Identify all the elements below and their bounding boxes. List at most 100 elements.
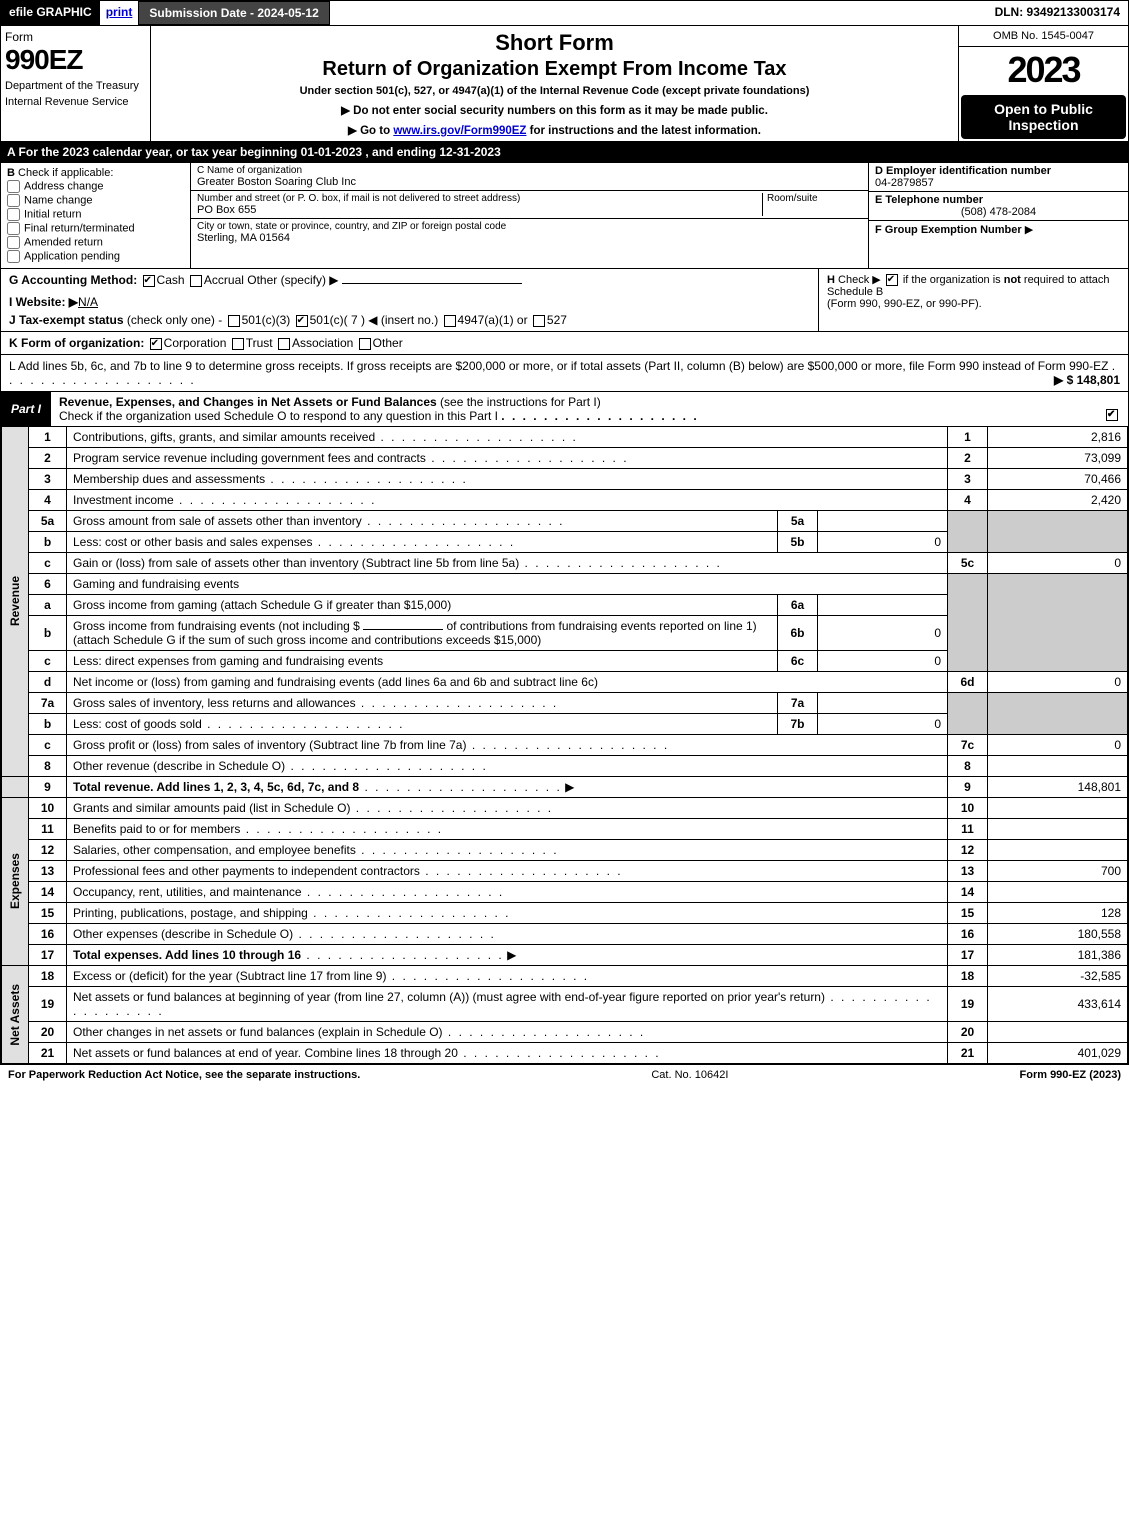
section-k: K Form of organization: Corporation Trus… <box>1 332 1128 355</box>
city-label: City or town, state or province, country… <box>197 221 862 232</box>
subtitle: Under section 501(c), 527, or 4947(a)(1)… <box>159 85 950 97</box>
g-other: Other (specify) ▶ <box>247 273 338 287</box>
chk-accrual[interactable] <box>190 275 202 287</box>
chk-527[interactable] <box>533 315 545 327</box>
chk-4947[interactable] <box>444 315 456 327</box>
h-not: not <box>1004 274 1021 286</box>
form-word: Form <box>5 30 146 44</box>
chk-schedule-o[interactable] <box>1106 409 1118 421</box>
d-label: D Employer identification number <box>875 165 1122 177</box>
city-value: Sterling, MA 01564 <box>197 232 862 244</box>
chk-association[interactable] <box>278 338 290 350</box>
line-18: Net Assets 18Excess or (deficit) for the… <box>2 966 1128 987</box>
footer-left: For Paperwork Reduction Act Notice, see … <box>8 1069 360 1081</box>
instruct-goto: ▶ Go to www.irs.gov/Form990EZ for instru… <box>159 123 950 137</box>
l-amount: ▶ $ 148,801 <box>1054 373 1120 387</box>
g-label: G Accounting Method: <box>9 273 137 287</box>
line-19: 19Net assets or fund balances at beginni… <box>2 987 1128 1022</box>
j-label: J Tax-exempt status <box>9 313 124 327</box>
line-16: 16Other expenses (describe in Schedule O… <box>2 924 1128 945</box>
room-label: Room/suite <box>767 193 862 204</box>
section-g: G Accounting Method: Cash Accrual Other … <box>1 269 818 331</box>
j-small: (check only one) - <box>127 313 222 327</box>
i-label: I Website: ▶ <box>9 295 78 309</box>
h-label: H <box>827 274 835 286</box>
chk-amended-return[interactable]: Amended return <box>7 236 184 249</box>
goto-pre: ▶ Go to <box>348 125 393 137</box>
line-6: 6Gaming and fundraising events <box>2 574 1128 595</box>
org-name: Greater Boston Soaring Club Inc <box>197 176 862 188</box>
ein-value: 04-2879857 <box>875 177 1122 189</box>
section-h: H Check ▶ if the organization is not req… <box>818 269 1128 331</box>
line-21: 21Net assets or fund balances at end of … <box>2 1043 1128 1064</box>
footer-mid: Cat. No. 10642I <box>360 1069 1019 1081</box>
line-5c: cGain or (loss) from sale of assets othe… <box>2 553 1128 574</box>
chk-application-pending[interactable]: Application pending <box>7 250 184 263</box>
chk-trust[interactable] <box>232 338 244 350</box>
part1-label: Part I <box>1 399 51 419</box>
dept-treasury: Department of the Treasury <box>5 80 146 92</box>
e-label: E Telephone number <box>875 194 1122 206</box>
street-row: Number and street (or P. O. box, if mail… <box>191 191 868 219</box>
chk-final-return[interactable]: Final return/terminated <box>7 222 184 235</box>
section-b: B Check if applicable: Address change Na… <box>1 163 191 268</box>
part1-check: Check if the organization used Schedule … <box>59 409 498 423</box>
line-17: 17Total expenses. Add lines 10 through 1… <box>2 945 1128 966</box>
chk-address-change[interactable]: Address change <box>7 180 184 193</box>
fundraising-amount-input[interactable] <box>363 629 443 630</box>
line-4: 4Investment income42,420 <box>2 490 1128 511</box>
street-value: PO Box 655 <box>197 204 762 216</box>
city-row: City or town, state or province, country… <box>191 219 868 246</box>
chk-initial-return[interactable]: Initial return <box>7 208 184 221</box>
name-label: C Name of organization <box>197 165 862 176</box>
line-12: 12Salaries, other compensation, and empl… <box>2 840 1128 861</box>
chk-501c3[interactable] <box>228 315 240 327</box>
l-text: L Add lines 5b, 6c, and 7b to line 9 to … <box>9 359 1108 373</box>
irs-link[interactable]: www.irs.gov/Form990EZ <box>393 125 526 137</box>
part1-table: Revenue 1Contributions, gifts, grants, a… <box>1 426 1128 1064</box>
b-letter: B <box>7 167 15 179</box>
form-number: 990EZ <box>5 44 146 76</box>
tax-year: 2023 <box>959 47 1128 93</box>
return-title: Return of Organization Exempt From Incom… <box>159 58 950 81</box>
expenses-label: Expenses <box>8 853 22 909</box>
section-l: L Add lines 5b, 6c, and 7b to line 9 to … <box>1 355 1128 392</box>
part1-title: Revenue, Expenses, and Changes in Net As… <box>51 392 1128 426</box>
print-link[interactable]: print <box>100 1 139 25</box>
h-text2: if the organization is <box>903 274 1004 286</box>
line-9: 9Total revenue. Add lines 1, 2, 3, 4, 5c… <box>2 777 1128 798</box>
other-specify-input[interactable] <box>342 283 522 284</box>
chk-other-org[interactable] <box>359 338 371 350</box>
line-20: 20Other changes in net assets or fund ba… <box>2 1022 1128 1043</box>
line-3: 3Membership dues and assessments370,466 <box>2 469 1128 490</box>
page-footer: For Paperwork Reduction Act Notice, see … <box>0 1065 1129 1085</box>
spacer <box>330 1 987 25</box>
line-10: Expenses 10Grants and similar amounts pa… <box>2 798 1128 819</box>
footer-right: Form 990-EZ (2023) <box>1020 1069 1122 1081</box>
top-bar: efile GRAPHIC print Submission Date - 20… <box>1 1 1128 26</box>
chk-cash[interactable] <box>143 275 155 287</box>
chk-name-change[interactable]: Name change <box>7 194 184 207</box>
line-7a: 7aGross sales of inventory, less returns… <box>2 693 1128 714</box>
submission-date: Submission Date - 2024-05-12 <box>138 1 329 25</box>
line-5a: 5aGross amount from sale of assets other… <box>2 511 1128 532</box>
website-value: N/A <box>78 295 98 309</box>
section-bcde: B Check if applicable: Address change Na… <box>1 163 1128 269</box>
k-label: K Form of organization: <box>9 336 144 350</box>
b-check-if: Check if applicable: <box>18 167 113 179</box>
org-name-row: C Name of organization Greater Boston So… <box>191 163 868 191</box>
line-6d: dNet income or (loss) from gaming and fu… <box>2 672 1128 693</box>
header-left: Form 990EZ Department of the Treasury In… <box>1 26 151 141</box>
omb-number: OMB No. 1545-0047 <box>959 26 1128 47</box>
chk-corporation[interactable] <box>150 338 162 350</box>
h-text4: (Form 990, 990-EZ, or 990-PF). <box>827 298 982 310</box>
section-de: D Employer identification number 04-2879… <box>868 163 1128 268</box>
line-13: 13Professional fees and other payments t… <box>2 861 1128 882</box>
chk-501c[interactable] <box>296 315 308 327</box>
phone-row: E Telephone number (508) 478-2084 <box>869 192 1128 221</box>
chk-sched-b[interactable] <box>886 274 898 286</box>
netassets-label: Net Assets <box>8 984 22 1046</box>
line-2: 2Program service revenue including gover… <box>2 448 1128 469</box>
group-exemption-row: F Group Exemption Number ▶ <box>869 221 1128 238</box>
form-container: efile GRAPHIC print Submission Date - 20… <box>0 0 1129 1065</box>
